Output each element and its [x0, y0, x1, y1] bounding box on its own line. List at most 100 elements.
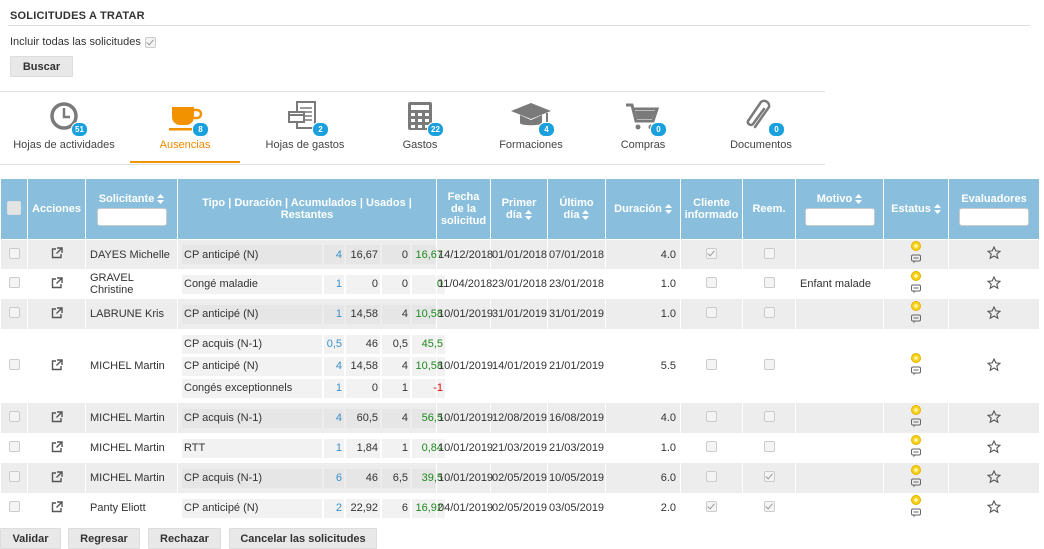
action-cell	[27, 403, 86, 433]
reimbursed-cell	[742, 493, 796, 523]
checkbox[interactable]	[706, 411, 717, 422]
select-all-checkbox[interactable]	[7, 200, 21, 215]
icon	[55, 276, 63, 284]
checkbox[interactable]	[763, 501, 775, 512]
column-header: Acciones	[27, 178, 86, 240]
icon	[418, 119, 422, 122]
checkbox[interactable]	[763, 441, 775, 452]
type-cell: CP anticipé (N) 2 22,92 6 16,92	[177, 493, 445, 523]
select-cell	[0, 239, 28, 269]
checkbox[interactable]	[706, 441, 717, 452]
checkbox[interactable]	[8, 501, 20, 512]
divider	[0, 91, 825, 92]
header-row: Acciones Solicitante Tipo | Duración | Acu…	[0, 178, 1040, 240]
icon	[51, 306, 63, 318]
tab[interactable]: 0 Documentos	[701, 95, 821, 163]
icon	[418, 113, 422, 116]
checkbox[interactable]	[763, 359, 775, 370]
first-day: 12/08/2019	[490, 403, 548, 433]
tab[interactable]: 2 Hojas de gastos	[245, 95, 365, 163]
checkbox[interactable]	[763, 471, 775, 482]
client-informed-cell	[680, 329, 743, 403]
checkbox[interactable]	[706, 247, 717, 259]
column-filter-input[interactable]	[959, 207, 1029, 226]
checkbox[interactable]	[706, 307, 717, 318]
leave-type: Congé maladie	[182, 274, 322, 294]
type-breakdown: CP acquis (N-1) 6 46 6,5 39,5	[180, 466, 447, 491]
footer-button[interactable]: Regresar	[68, 528, 140, 549]
first-day: 01/01/2018	[490, 239, 548, 269]
active-tab-indicator	[130, 161, 240, 163]
checkbox[interactable]	[706, 277, 717, 288]
first-day: 21/03/2019	[490, 433, 548, 463]
select-cell	[0, 403, 28, 433]
filter-row: Incluir todas las solicitudes	[10, 36, 156, 48]
checkbox[interactable]	[706, 471, 717, 482]
status-cell	[883, 463, 949, 493]
tab[interactable]: 0 Compras	[583, 95, 703, 163]
leave-accumulated: 22,92	[346, 498, 380, 518]
icon	[986, 305, 1002, 319]
checkbox[interactable]	[763, 247, 775, 259]
checkbox[interactable]	[8, 277, 20, 288]
leave-used: 4	[382, 304, 410, 324]
icon	[511, 103, 551, 126]
icon	[986, 499, 1002, 513]
checkbox[interactable]	[763, 277, 775, 288]
table-row: DAYES Michelle CP anticipé (N) 4 16,67 0 16,6…	[0, 239, 1040, 269]
tab-icon	[741, 99, 781, 136]
checkbox[interactable]	[8, 307, 20, 318]
column-header[interactable]: Duración	[605, 178, 681, 240]
reason-cell	[795, 463, 884, 493]
search-button[interactable]: Buscar	[10, 56, 73, 77]
status-cell	[883, 269, 949, 299]
icon	[911, 241, 921, 264]
checkbox[interactable]	[144, 36, 156, 48]
checkbox[interactable]	[706, 501, 717, 512]
checkbox[interactable]	[8, 247, 20, 259]
column-header[interactable]: Solicitante	[85, 178, 178, 240]
status-cell	[883, 403, 949, 433]
icon	[855, 193, 863, 204]
icon	[914, 273, 918, 278]
column-filter-input[interactable]	[96, 207, 167, 226]
tab-label: Hojas de actividades	[13, 139, 115, 151]
footer-button[interactable]: Validar	[0, 528, 61, 549]
leave-accumulated: 1,84	[346, 438, 380, 458]
client-informed-cell	[680, 403, 743, 433]
checkbox[interactable]	[763, 307, 775, 318]
footer-button[interactable]: Rechazar	[148, 528, 221, 549]
tab[interactable]: 8 Ausencias	[125, 95, 245, 163]
checkbox[interactable]	[8, 471, 20, 482]
icon	[55, 440, 63, 448]
type-cell: CP anticipé (N) 1 14,58 4 10,58	[177, 299, 445, 329]
checkbox[interactable]	[8, 411, 20, 422]
table-row: GRAVEL Christine Congé maladie 1 0 0 0 11/04/2…	[0, 269, 1040, 299]
checkbox[interactable]	[8, 441, 20, 452]
column-header[interactable]: Primer día	[490, 178, 548, 240]
column-header[interactable]: Último día	[547, 178, 606, 240]
type-line: CP acquis (N-1) 0,5 46 0,5 45,5	[182, 334, 445, 354]
column-header[interactable]: Motivo	[795, 178, 884, 240]
leave-used: 0	[382, 245, 410, 264]
icon	[157, 193, 165, 204]
column-header[interactable]: Estatus	[883, 178, 949, 240]
icon	[986, 469, 1002, 483]
status-cell	[883, 493, 949, 523]
icon	[157, 193, 165, 204]
tab[interactable]: 51 Hojas de actividades	[4, 95, 124, 163]
footer-button[interactable]: Cancelar las solicitudes	[229, 528, 377, 549]
checkbox-label: Incluir todas las solicitudes	[10, 36, 141, 48]
leave-duration: 4	[324, 245, 344, 264]
column-filter-input[interactable]	[804, 207, 875, 226]
icon	[50, 102, 78, 130]
divider	[8, 25, 1030, 26]
tab[interactable]: 22 Gastos	[360, 95, 480, 163]
checkbox[interactable]	[706, 359, 717, 370]
tab[interactable]: 4 Formaciones	[471, 95, 591, 163]
client-informed-cell	[680, 463, 743, 493]
leave-type: CP anticipé (N)	[182, 304, 322, 324]
checkbox[interactable]	[763, 411, 775, 422]
leave-type: CP anticipé (N)	[182, 498, 322, 518]
checkbox[interactable]	[8, 359, 20, 370]
